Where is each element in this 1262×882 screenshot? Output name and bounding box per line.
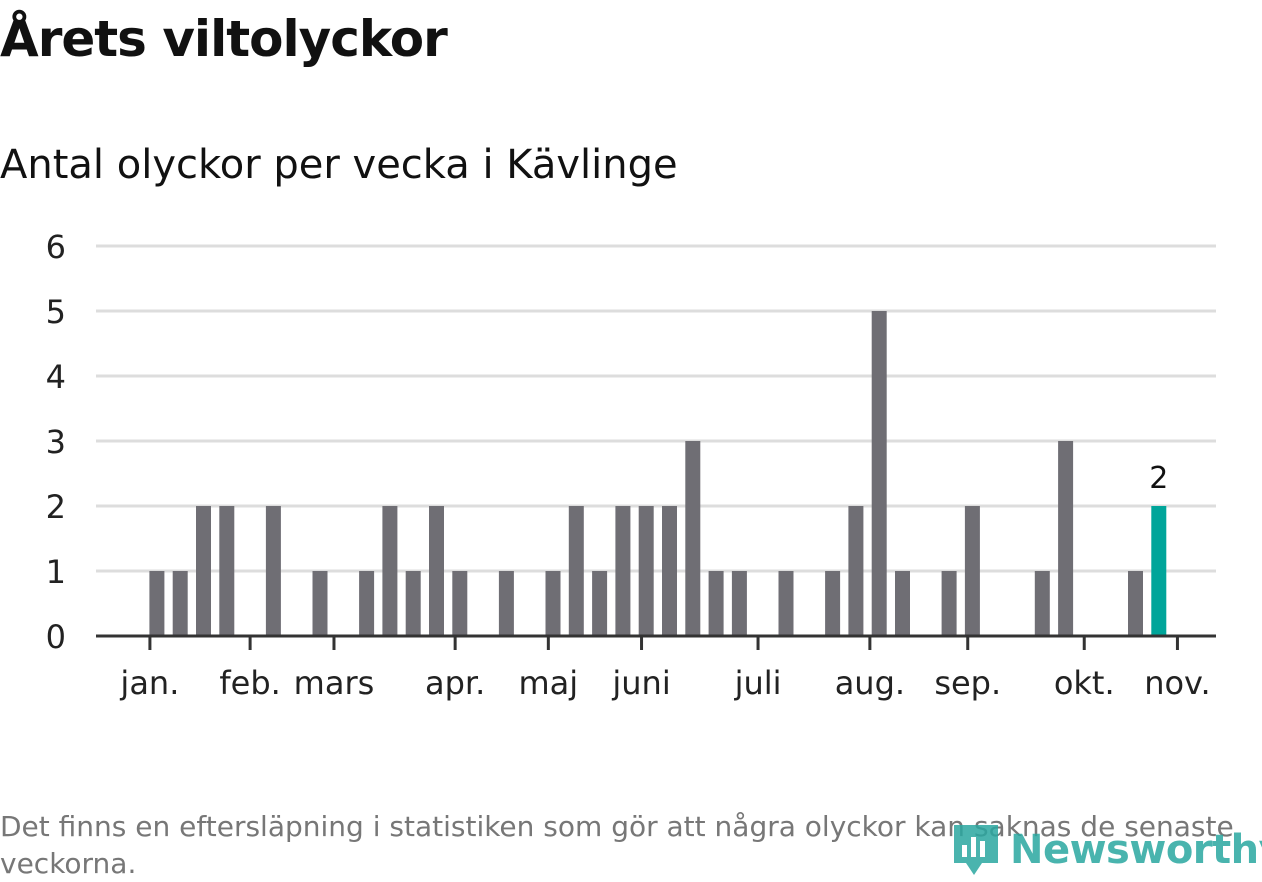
bar: [662, 506, 677, 636]
bar-chart: 0 1 2 3 4 5 6 jan. feb. mars apr. maj juni juli aug. s…: [46, 228, 1216, 702]
bar: [708, 571, 724, 636]
bar: [778, 571, 794, 636]
bar: [941, 571, 957, 636]
data-labels: 2: [1149, 461, 1168, 496]
x-axis-ticks: jan. feb. mars apr. maj juni juli aug. sep. okt. n…: [96, 634, 1216, 702]
bar: [545, 571, 561, 636]
bar: [452, 571, 468, 636]
chart-subtitle: Antal olyckor per vecka i Kävlinge: [0, 142, 678, 188]
bar: [615, 506, 631, 636]
bar: [149, 571, 165, 636]
footnote: Det finns en eftersläpning i statistiken…: [0, 810, 1234, 880]
bar: [498, 571, 514, 636]
bar: [1034, 571, 1050, 636]
x-tick-label: nov.: [1144, 664, 1210, 702]
bar: [825, 571, 841, 636]
y-tick-label: 3: [46, 423, 66, 461]
bar-highlight: [1151, 506, 1167, 636]
bar: [196, 506, 211, 636]
x-tick-label: aug.: [835, 664, 905, 702]
x-tick-label: mars: [294, 664, 375, 702]
y-tick-label: 4: [46, 358, 66, 396]
bar: [359, 571, 375, 636]
y-tick-label: 0: [46, 618, 66, 656]
x-tick-label: feb.: [219, 664, 280, 702]
bar: [1058, 441, 1074, 636]
newsworthy-logo-icon: [954, 825, 998, 875]
bar: [382, 506, 398, 636]
bar: [219, 506, 235, 636]
bar: [312, 571, 328, 636]
x-tick-label: apr.: [425, 664, 485, 702]
bar: [592, 571, 608, 636]
bar: [964, 506, 980, 636]
bar: [568, 506, 584, 636]
chart-title: Årets viltolyckor: [0, 10, 448, 68]
x-tick-label: okt.: [1054, 664, 1115, 702]
bar: [638, 506, 654, 636]
bar: [685, 441, 701, 636]
bar: [265, 506, 281, 636]
x-tick-label: juli: [734, 664, 782, 702]
bar: [429, 506, 444, 636]
bar: [1128, 571, 1143, 636]
y-tick-label: 1: [46, 553, 66, 591]
bar: [731, 571, 747, 636]
y-tick-label: 5: [46, 293, 66, 331]
bar: [895, 571, 910, 636]
bar: [871, 311, 887, 636]
x-tick-label: jan.: [119, 664, 179, 702]
bar: [848, 506, 864, 636]
bar: [172, 571, 188, 636]
gridlines: [96, 244, 1216, 573]
bars: [149, 311, 1167, 636]
brand-logo: Newsworthy: [950, 820, 1262, 880]
y-tick-label: 2: [46, 488, 66, 526]
brand-name: Newsworthy: [1010, 827, 1262, 873]
y-tick-label: 6: [46, 228, 66, 266]
bar: [405, 571, 421, 636]
y-axis-ticks: 0 1 2 3 4 5 6: [46, 228, 66, 656]
x-tick-label: maj: [519, 664, 579, 702]
x-tick-label: juni: [611, 664, 670, 702]
bar-value-label: 2: [1149, 461, 1168, 496]
x-tick-label: sep.: [934, 664, 1001, 702]
